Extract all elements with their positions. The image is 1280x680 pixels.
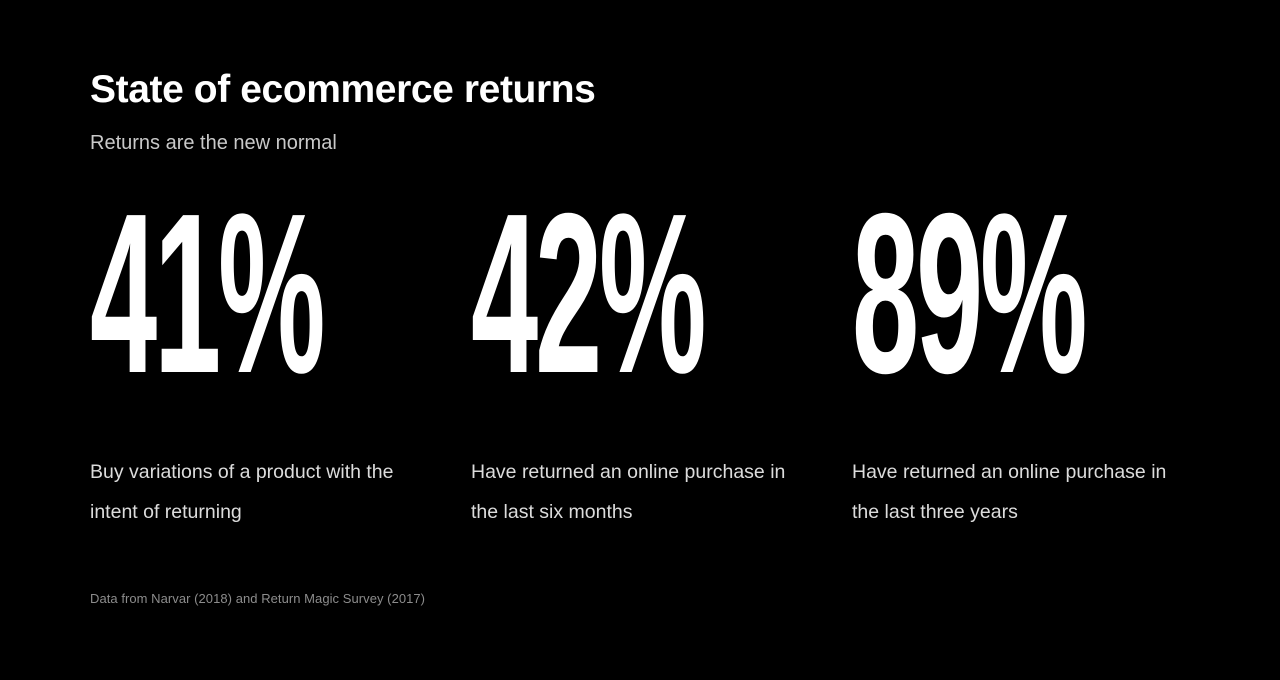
stat-value-wrapper: 41% <box>90 167 528 421</box>
stat-block: 41% Buy variations of a product with the… <box>90 180 471 532</box>
stat-value: 42% <box>471 167 707 421</box>
stat-description: Have returned an online purchase in the … <box>852 461 1167 523</box>
slide-header: State of ecommerce returns Returns are t… <box>90 68 596 154</box>
page-subtitle: Returns are the new normal <box>90 132 337 154</box>
stat-value-wrapper: 89% <box>852 167 1280 421</box>
stat-value: 89% <box>852 167 1088 421</box>
page-title: State of ecommerce returns <box>90 68 596 111</box>
stats-row: 41% Buy variations of a product with the… <box>90 180 1240 532</box>
stat-value-wrapper: 42% <box>471 167 909 421</box>
stat-value: 41% <box>90 167 326 421</box>
stat-block: 89% Have returned an online purchase in … <box>852 180 1233 532</box>
source-note: Data from Narvar (2018) and Return Magic… <box>90 591 426 606</box>
stat-block: 42% Have returned an online purchase in … <box>471 180 852 532</box>
stat-description: Have returned an online purchase in the … <box>471 461 786 523</box>
stat-description: Buy variations of a product with the int… <box>90 461 394 523</box>
